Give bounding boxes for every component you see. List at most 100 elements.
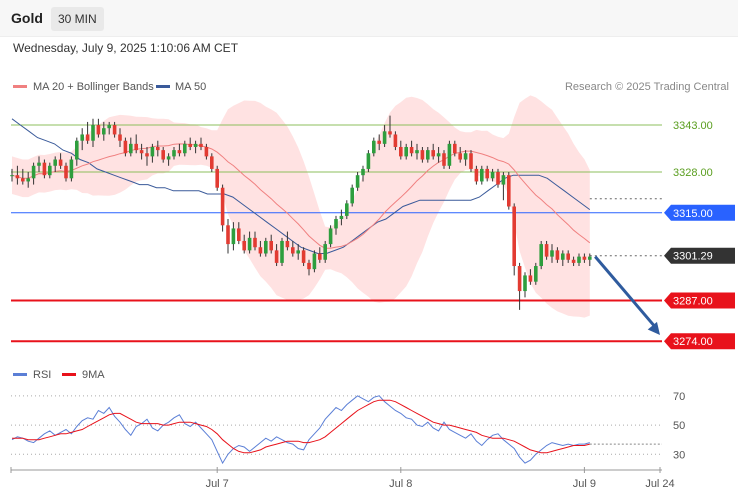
candle-body-48	[269, 240, 273, 251]
candle-body-102	[561, 253, 565, 260]
ma20-legend-swatch	[13, 85, 27, 88]
level-label-0: 3343.00	[673, 120, 713, 132]
candle-body-105	[577, 256, 581, 263]
candle-body-103	[566, 253, 570, 260]
candle-body-42	[237, 228, 241, 241]
timeframe-button[interactable]: 30 MIN	[51, 7, 104, 31]
candle-body-52	[291, 247, 295, 254]
candle-body-82	[453, 143, 457, 154]
candle-body-8	[53, 159, 57, 166]
candle-body-49	[274, 250, 279, 263]
candle-body-14	[85, 134, 90, 141]
candle-body-95	[523, 275, 527, 292]
candle-body-38	[215, 168, 219, 188]
candle-body-62	[345, 203, 349, 216]
candle-body-11	[69, 159, 74, 179]
candle-body-60	[334, 219, 338, 229]
candle-body-107	[588, 256, 592, 260]
candle-body-64	[355, 175, 360, 188]
candle-body-59	[328, 228, 333, 245]
price-panel: 3343.00 3328.00 3315.00 3301.29 3287.00 3274.…	[10, 95, 735, 350]
candle-body-100	[550, 250, 554, 257]
candle-body-70	[388, 131, 392, 135]
candle-body-92	[507, 175, 511, 207]
candle-body-7	[48, 165, 52, 176]
candle-body-37	[210, 156, 214, 169]
ma50-legend-label: MA 50	[175, 81, 206, 93]
candle-body-54	[301, 250, 306, 263]
candle-body-88	[485, 168, 489, 179]
candle-body-72	[399, 146, 403, 157]
candle-body-28	[161, 150, 165, 160]
candle-body-41	[231, 228, 236, 245]
level-label-1: 3328.00	[673, 167, 713, 179]
candle-body-76	[420, 150, 425, 160]
rsi-line	[11, 395, 590, 465]
candle-body-25	[145, 153, 149, 157]
candle-body-19	[112, 125, 117, 135]
chart-header: Gold 30 MIN	[0, 0, 738, 37]
level-tag-4	[664, 292, 735, 309]
candle-body-27	[156, 146, 160, 151]
time-axis: Jul 7 Jul 8 Jul 9 Jul 24	[10, 467, 675, 490]
candle-body-96	[528, 275, 533, 282]
candle-body-69	[382, 131, 387, 144]
level-label-2: 3315.00	[673, 208, 713, 220]
candle-body-23	[134, 143, 138, 151]
rsi-legend-swatch	[13, 373, 27, 376]
candle-body-33	[188, 143, 192, 147]
candle-body-58	[323, 244, 327, 260]
chart-datetime: Wednesday, July 9, 2025 1:10:06 AM CET	[13, 41, 239, 55]
candle-body-24	[139, 150, 144, 154]
candle-body-80	[442, 153, 446, 166]
rsi-ma-line	[12, 399, 590, 454]
candle-body-35	[199, 143, 203, 147]
level-label-3: 3301.29	[673, 251, 713, 263]
candle-body-86	[474, 168, 479, 182]
candle-body-97	[534, 266, 538, 282]
candle-body-90	[496, 172, 500, 185]
candle-body-15	[91, 125, 95, 141]
candle-body-81	[447, 143, 452, 166]
candle-body-16	[96, 125, 101, 135]
candle-body-77	[426, 150, 430, 160]
candle-body-67	[372, 140, 376, 154]
candle-body-44	[247, 237, 252, 251]
candle-body-73	[404, 146, 408, 157]
candle-body-79	[436, 153, 441, 157]
candle-body-93	[512, 206, 516, 267]
candle-body-98	[539, 244, 543, 267]
candle-body-3	[26, 178, 30, 182]
rsi-panel: 70 50 30	[11, 391, 685, 465]
ma50-line	[11, 118, 591, 254]
symbol-title: Gold	[11, 10, 43, 26]
level-label-4: 3287.00	[673, 295, 713, 307]
rsi-legend-label: RSI	[33, 369, 51, 381]
candle-body-99	[544, 244, 549, 257]
candle-body-87	[480, 168, 484, 182]
candle-body-91	[501, 175, 506, 185]
level-tag-5	[664, 333, 735, 350]
forecast-arrow-line	[594, 255, 658, 329]
candle-body-9	[58, 159, 63, 166]
candle-body-46	[258, 247, 263, 254]
candle-body-83	[458, 153, 462, 160]
candle-body-50	[280, 240, 284, 263]
candle-body-89	[490, 172, 495, 179]
candle-body-2	[21, 178, 25, 182]
candle-body-53	[296, 250, 300, 254]
ma50-legend-swatch	[156, 85, 170, 88]
rsi-tick-label-1: 50	[673, 420, 685, 432]
candle-body-94	[517, 266, 522, 292]
candle-body-36	[204, 146, 209, 157]
candle-body-51	[285, 240, 290, 248]
candle-body-63	[350, 187, 354, 204]
level-tag-3	[664, 247, 735, 264]
rsi-ma-legend-swatch	[62, 373, 76, 376]
candle-body-47	[264, 240, 268, 254]
rsi-ma-legend-label: 9MA	[82, 369, 105, 381]
candle-body-56	[312, 253, 317, 270]
candle-body-4	[31, 165, 36, 179]
